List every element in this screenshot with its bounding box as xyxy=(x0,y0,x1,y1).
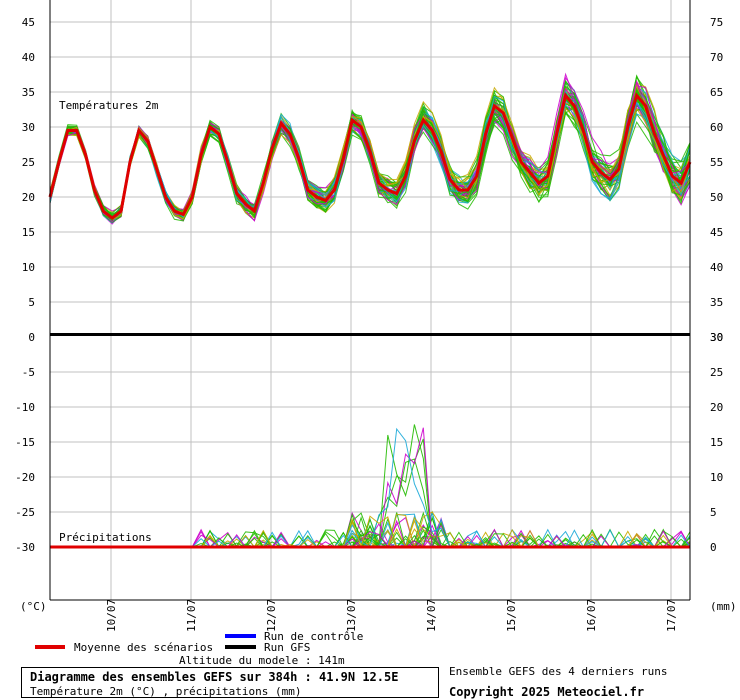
upper-right-tick: 45 xyxy=(710,226,723,239)
x-tick-label: 10/07 xyxy=(105,599,118,632)
info-box xyxy=(21,667,439,698)
lower-left-tick: -10 xyxy=(15,401,35,414)
chart-grid xyxy=(50,0,690,600)
upper-left-tick: 5 xyxy=(28,296,35,309)
upper-left-tick: 10 xyxy=(22,261,35,274)
upper-right-tick: 40 xyxy=(710,261,723,274)
upper-left-tick: 25 xyxy=(22,156,35,169)
upper-left-tick: 35 xyxy=(22,86,35,99)
left-unit-label: (°C) xyxy=(20,600,47,613)
upper-left-tick: 20 xyxy=(22,191,35,204)
upper-panel-label: Températures 2m xyxy=(59,99,159,112)
chart-axes xyxy=(49,0,691,601)
lower-right-tick: 5 xyxy=(710,506,717,519)
mean-temperature-line xyxy=(48,92,692,220)
legend-control-label: Run de contrôle xyxy=(264,630,363,643)
x-tick-label: 15/07 xyxy=(505,599,518,632)
lower-panel-label: Précipitations xyxy=(59,531,152,544)
lower-right-tick: 30 xyxy=(710,331,723,344)
x-tick-label: 17/07 xyxy=(665,599,678,632)
copyright-text: Copyright 2025 Meteociel.fr xyxy=(449,685,645,699)
lower-right-tick: 20 xyxy=(710,401,723,414)
upper-left-tick: 40 xyxy=(22,51,35,64)
upper-right-tick: 30 xyxy=(710,331,723,344)
lower-left-tick: -25 xyxy=(15,506,35,519)
upper-left-tick: 0 xyxy=(28,331,35,344)
legend-gfs-label: Run GFS xyxy=(264,641,310,654)
mean-lines xyxy=(48,92,692,549)
ensemble-precip-line xyxy=(50,427,690,548)
x-tick-label: 14/07 xyxy=(425,599,438,632)
lower-right-tick: 15 xyxy=(710,436,723,449)
upper-left-tick: 45 xyxy=(22,16,35,29)
x-tick-label: 11/07 xyxy=(185,599,198,632)
ensemble-runs-text: Ensemble GEFS des 4 derniers runs xyxy=(449,665,668,678)
lower-left-tick: -15 xyxy=(15,436,35,449)
legend-mean-label: Moyenne des scénarios xyxy=(74,641,213,654)
ensemble-member-line xyxy=(49,100,691,220)
upper-right-tick: 35 xyxy=(710,296,723,309)
upper-left-tick: 15 xyxy=(22,226,35,239)
lower-right-tick: 0 xyxy=(710,541,717,554)
x-tick-label: 12/07 xyxy=(265,599,278,632)
upper-right-tick: 50 xyxy=(710,191,723,204)
upper-right-tick: 55 xyxy=(710,156,723,169)
lower-right-tick: 25 xyxy=(710,366,723,379)
diagram-title: Diagramme des ensembles GEFS sur 384h : … xyxy=(30,670,399,684)
tick-labels: 45403530252015105075706560555045403530-5… xyxy=(15,16,723,632)
ensemble-precip-line xyxy=(50,424,691,548)
upper-right-tick: 65 xyxy=(710,86,723,99)
ensemble-precip-line xyxy=(50,427,691,548)
x-tick-label: 13/07 xyxy=(345,599,358,632)
x-tick-label: 16/07 xyxy=(585,599,598,632)
upper-right-tick: 75 xyxy=(710,16,723,29)
ensemble-members xyxy=(49,72,691,549)
lower-left-tick: -5 xyxy=(22,366,35,379)
lower-right-tick: 10 xyxy=(710,471,723,484)
diagram-subtitle: Température 2m (°C) , précipitations (mm… xyxy=(30,685,302,698)
upper-right-tick: 70 xyxy=(710,51,723,64)
lower-left-tick: -30 xyxy=(15,541,35,554)
upper-left-tick: 30 xyxy=(22,121,35,134)
upper-right-tick: 60 xyxy=(710,121,723,134)
altitude-text: Altitude du modele : 141m xyxy=(179,654,345,667)
right-unit-label: (mm) xyxy=(710,600,737,613)
legend: Moyenne des scénarios Run de contrôle Ru… xyxy=(35,630,363,654)
panel-divider xyxy=(50,333,690,336)
lower-left-tick: -20 xyxy=(15,471,35,484)
